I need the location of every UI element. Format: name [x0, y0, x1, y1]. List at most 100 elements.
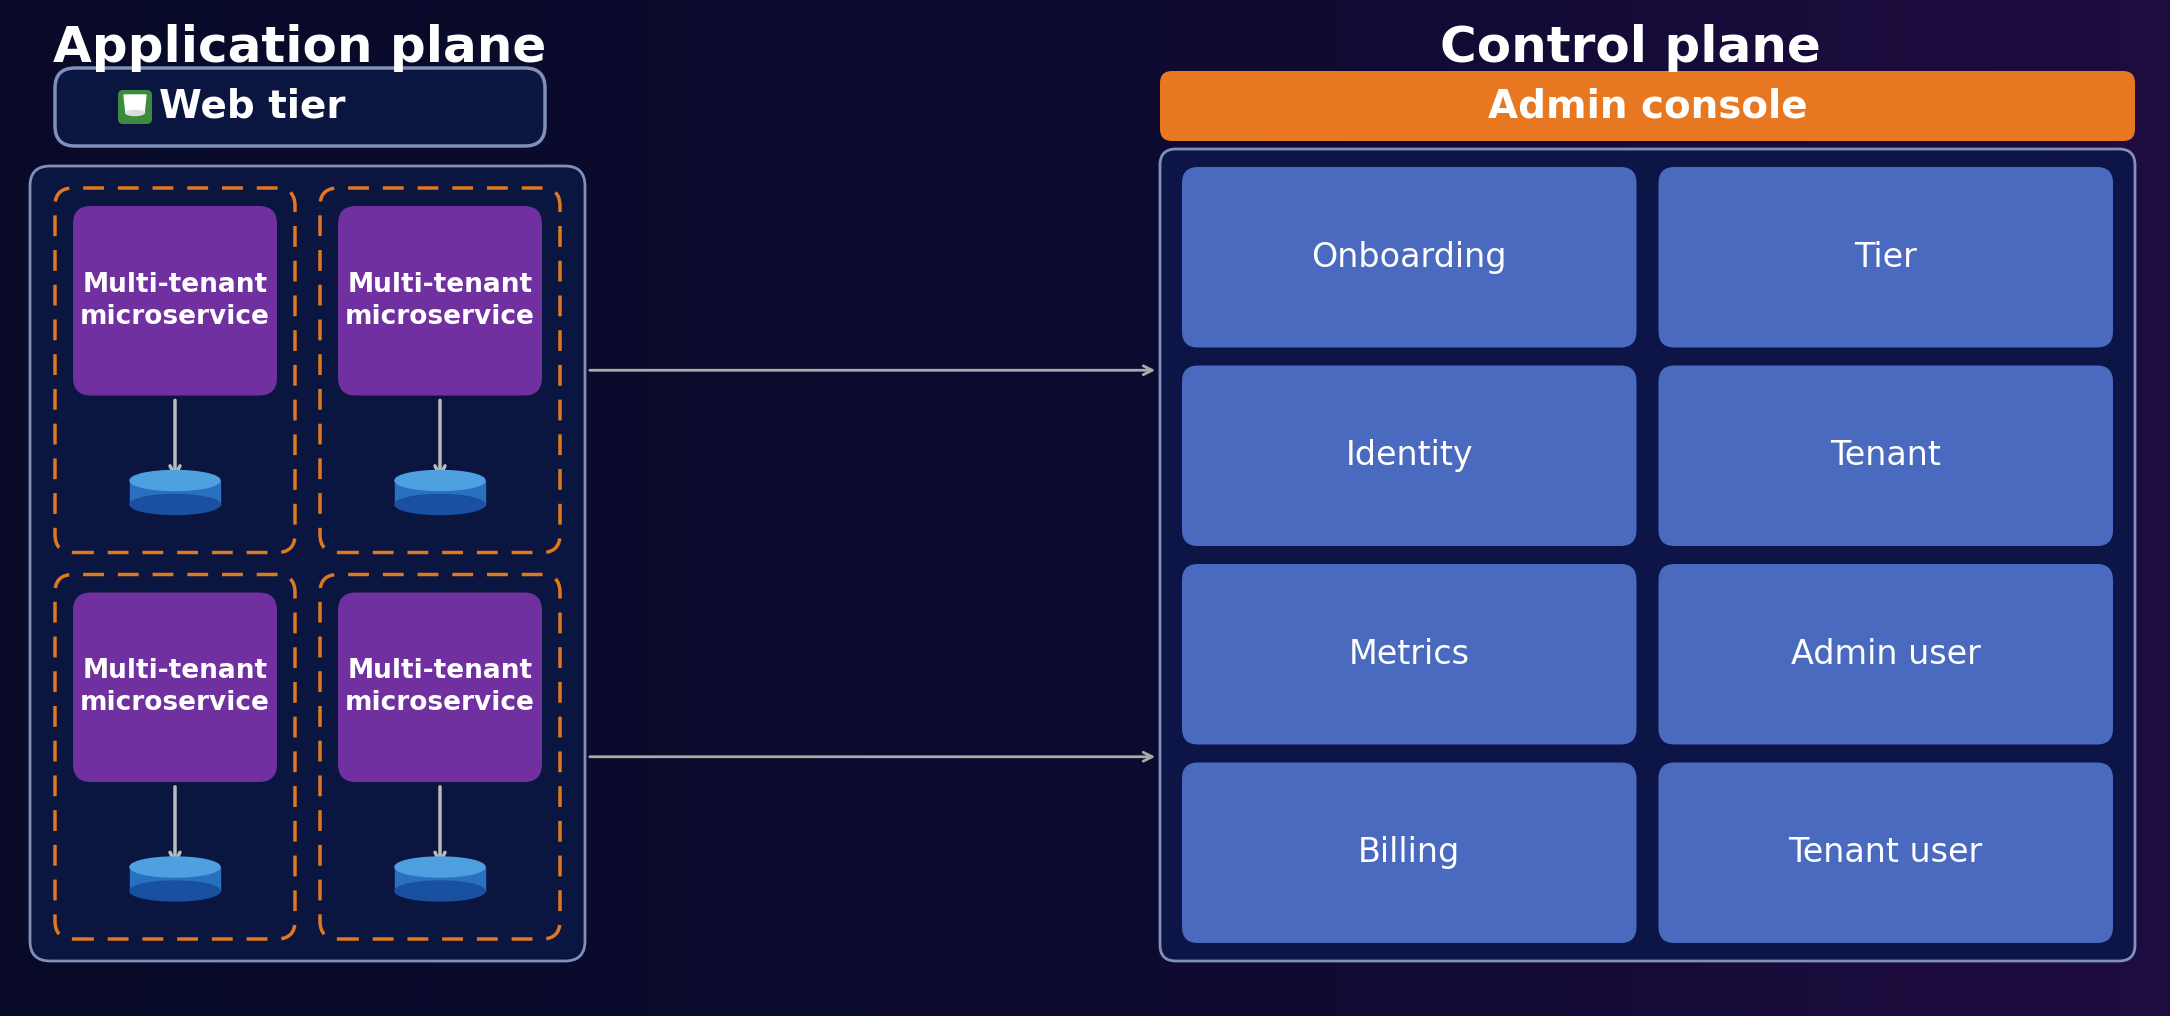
Ellipse shape [395, 495, 486, 514]
Polygon shape [1465, 0, 1482, 1016]
FancyBboxPatch shape [1658, 762, 2114, 943]
Text: Tenant user: Tenant user [1788, 836, 1983, 870]
Polygon shape [542, 0, 560, 1016]
Text: Web tier: Web tier [158, 88, 345, 126]
FancyBboxPatch shape [1658, 167, 2114, 347]
Polygon shape [922, 0, 940, 1016]
Polygon shape [597, 0, 614, 1016]
Polygon shape [1990, 0, 2007, 1016]
FancyBboxPatch shape [1161, 71, 2135, 141]
Polygon shape [308, 0, 326, 1016]
Ellipse shape [130, 881, 219, 901]
Polygon shape [1230, 0, 1248, 1016]
Ellipse shape [395, 858, 486, 877]
Polygon shape [289, 0, 308, 1016]
Polygon shape [1319, 0, 1339, 1016]
Polygon shape [1194, 0, 1211, 1016]
Polygon shape [254, 0, 271, 1016]
Polygon shape [163, 0, 180, 1016]
Ellipse shape [130, 495, 219, 514]
Text: Multi-tenant
microservice: Multi-tenant microservice [80, 658, 269, 716]
Polygon shape [905, 0, 922, 1016]
Polygon shape [1936, 0, 1953, 1016]
Text: Admin console: Admin console [1489, 87, 1808, 125]
Polygon shape [72, 0, 91, 1016]
Polygon shape [614, 0, 634, 1016]
Polygon shape [1573, 0, 1591, 1016]
Polygon shape [1211, 0, 1230, 1016]
Polygon shape [1428, 0, 1447, 1016]
FancyBboxPatch shape [74, 206, 278, 395]
Polygon shape [200, 0, 217, 1016]
Polygon shape [395, 481, 486, 505]
Polygon shape [651, 0, 668, 1016]
Text: Multi-tenant
microservice: Multi-tenant microservice [345, 271, 536, 330]
Polygon shape [271, 0, 289, 1016]
Polygon shape [1410, 0, 1428, 1016]
Polygon shape [1773, 0, 1790, 1016]
Polygon shape [560, 0, 579, 1016]
Polygon shape [2153, 0, 2170, 1016]
Polygon shape [1048, 0, 1068, 1016]
Polygon shape [1591, 0, 1610, 1016]
Polygon shape [1556, 0, 1573, 1016]
Polygon shape [1519, 0, 1536, 1016]
Text: Identity: Identity [1345, 439, 1473, 472]
Polygon shape [1881, 0, 1899, 1016]
Polygon shape [1682, 0, 1699, 1016]
Polygon shape [1085, 0, 1102, 1016]
FancyBboxPatch shape [1658, 564, 2114, 745]
Polygon shape [1285, 0, 1302, 1016]
Text: Tenant: Tenant [1829, 439, 1942, 472]
Polygon shape [2062, 0, 2079, 1016]
FancyBboxPatch shape [74, 592, 278, 782]
FancyBboxPatch shape [339, 592, 542, 782]
Text: Multi-tenant
microservice: Multi-tenant microservice [80, 271, 269, 330]
FancyBboxPatch shape [54, 68, 545, 146]
Text: Admin user: Admin user [1790, 638, 1981, 671]
Polygon shape [1899, 0, 1916, 1016]
Polygon shape [343, 0, 362, 1016]
Polygon shape [1176, 0, 1194, 1016]
Polygon shape [130, 481, 219, 505]
Polygon shape [395, 867, 486, 891]
Polygon shape [506, 0, 525, 1016]
Polygon shape [37, 0, 54, 1016]
Polygon shape [634, 0, 651, 1016]
Polygon shape [1645, 0, 1664, 1016]
Polygon shape [1157, 0, 1176, 1016]
Polygon shape [1827, 0, 1844, 1016]
Polygon shape [1536, 0, 1556, 1016]
Polygon shape [1482, 0, 1502, 1016]
Polygon shape [1808, 0, 1827, 1016]
Text: Metrics: Metrics [1350, 638, 1469, 671]
Polygon shape [91, 0, 108, 1016]
Polygon shape [1265, 0, 1285, 1016]
Polygon shape [1356, 0, 1374, 1016]
Polygon shape [2007, 0, 2025, 1016]
Polygon shape [2098, 0, 2116, 1016]
Polygon shape [1753, 0, 1773, 1016]
Polygon shape [126, 0, 145, 1016]
FancyBboxPatch shape [30, 166, 586, 961]
FancyBboxPatch shape [1658, 366, 2114, 546]
Polygon shape [451, 0, 471, 1016]
Polygon shape [54, 0, 72, 1016]
Polygon shape [723, 0, 742, 1016]
Polygon shape [742, 0, 760, 1016]
Polygon shape [1374, 0, 1393, 1016]
Ellipse shape [126, 111, 143, 116]
Polygon shape [1447, 0, 1465, 1016]
Polygon shape [1139, 0, 1157, 1016]
Polygon shape [2079, 0, 2098, 1016]
FancyBboxPatch shape [117, 90, 152, 124]
Polygon shape [705, 0, 723, 1016]
Polygon shape [0, 0, 17, 1016]
Polygon shape [940, 0, 959, 1016]
FancyBboxPatch shape [1183, 762, 1636, 943]
Text: Billing: Billing [1358, 836, 1460, 870]
Polygon shape [2025, 0, 2044, 1016]
Text: Control plane: Control plane [1439, 24, 1821, 72]
Polygon shape [1844, 0, 1862, 1016]
Polygon shape [417, 0, 434, 1016]
